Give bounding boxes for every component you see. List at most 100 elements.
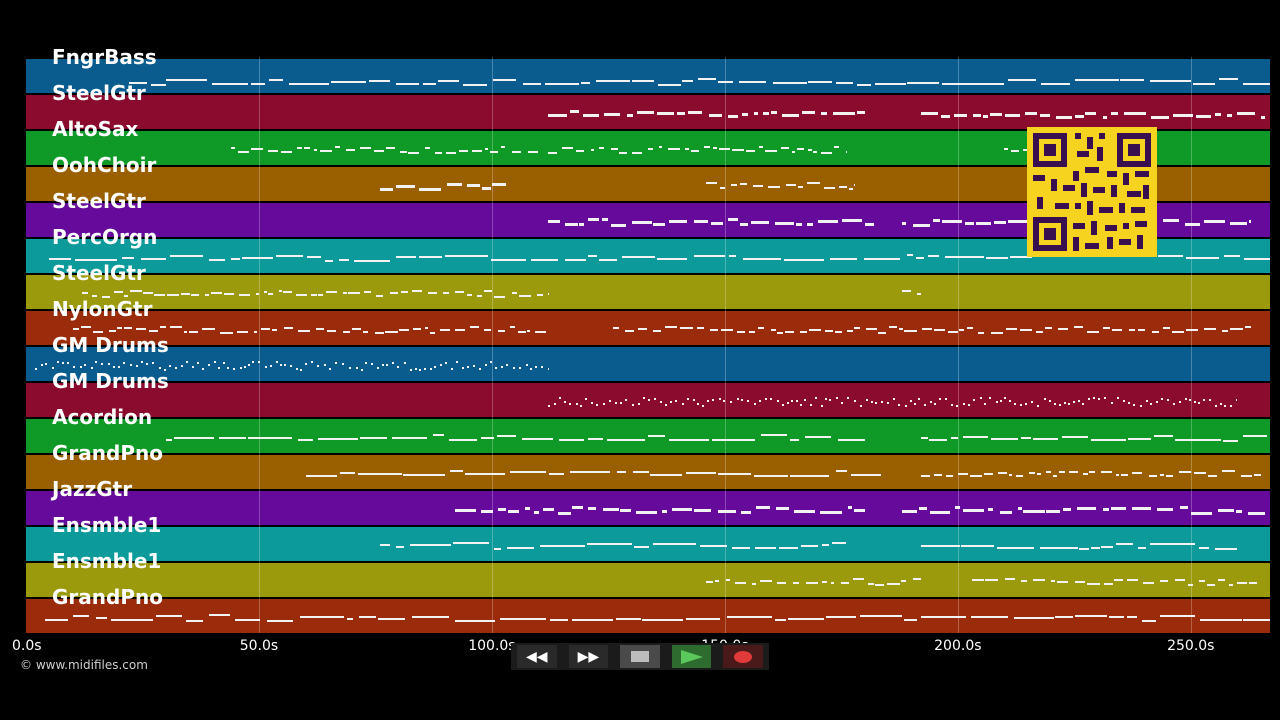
note	[1249, 220, 1252, 223]
track-lane[interactable]	[26, 419, 1270, 453]
fast-forward-button[interactable]: ▶▶	[568, 645, 609, 668]
note	[1150, 403, 1153, 405]
note	[727, 218, 738, 221]
note	[324, 364, 327, 366]
note	[325, 291, 337, 293]
note	[847, 506, 852, 509]
track-lane[interactable]	[26, 491, 1270, 525]
note	[564, 259, 586, 261]
note	[1193, 472, 1207, 474]
note	[686, 618, 721, 620]
note	[1062, 436, 1089, 438]
note	[469, 326, 480, 328]
note	[1102, 508, 1109, 511]
stop-button[interactable]	[620, 645, 660, 668]
track-lane[interactable]	[26, 527, 1270, 561]
note	[989, 397, 992, 399]
note	[1110, 402, 1113, 404]
note	[697, 403, 700, 405]
note	[747, 400, 750, 402]
note	[72, 328, 79, 330]
note	[167, 294, 180, 296]
note	[123, 362, 126, 364]
note	[1036, 473, 1042, 475]
note	[1179, 471, 1191, 473]
note	[875, 402, 878, 404]
note	[402, 474, 446, 476]
note	[424, 327, 429, 329]
note	[289, 365, 292, 367]
note	[395, 546, 405, 548]
note	[1160, 474, 1165, 476]
note	[732, 547, 751, 549]
note	[51, 367, 54, 369]
track-lane[interactable]	[26, 275, 1270, 309]
note	[859, 615, 903, 617]
play-button[interactable]	[671, 645, 712, 668]
note	[572, 506, 583, 509]
note	[1024, 112, 1037, 115]
note	[1240, 475, 1253, 477]
note	[92, 295, 98, 297]
note	[1230, 405, 1233, 407]
note	[1092, 397, 1095, 399]
note	[443, 292, 450, 294]
track-lane[interactable]	[26, 599, 1270, 633]
note	[1248, 582, 1258, 584]
note	[165, 79, 208, 81]
note	[1222, 470, 1236, 472]
note	[633, 546, 649, 548]
note	[328, 368, 331, 370]
rewind-button[interactable]: ◀◀	[517, 645, 557, 668]
note	[785, 184, 797, 186]
record-button[interactable]	[723, 645, 763, 668]
note	[1053, 403, 1056, 405]
track-label: SteelGtr	[52, 189, 146, 213]
track-lane[interactable]	[26, 563, 1270, 597]
note	[588, 218, 599, 221]
note	[854, 509, 865, 512]
note	[658, 146, 662, 148]
note	[767, 186, 781, 188]
note	[945, 398, 948, 400]
note	[212, 83, 248, 85]
note	[484, 329, 492, 331]
note	[360, 437, 388, 439]
track-lane[interactable]	[26, 311, 1270, 345]
note	[562, 147, 574, 149]
note	[752, 583, 757, 585]
track-lane[interactable]	[26, 95, 1270, 129]
note	[985, 579, 998, 581]
note	[995, 401, 998, 403]
note	[674, 400, 677, 402]
note	[1087, 398, 1090, 400]
note	[745, 150, 756, 152]
note	[983, 115, 988, 118]
note	[385, 364, 388, 366]
note	[188, 331, 199, 333]
note	[1077, 400, 1080, 402]
note	[358, 616, 376, 618]
note	[870, 401, 873, 403]
note	[1048, 400, 1051, 402]
note	[1243, 619, 1270, 621]
note	[944, 256, 985, 258]
track-lane[interactable]	[26, 59, 1270, 93]
note	[184, 331, 188, 333]
track-lane[interactable]	[26, 455, 1270, 489]
note	[847, 330, 853, 332]
note	[711, 439, 755, 441]
note	[1116, 397, 1119, 399]
note	[1150, 543, 1195, 545]
track-label: PercOrgn	[52, 225, 158, 249]
note	[576, 150, 585, 152]
track-lane[interactable]	[26, 347, 1270, 381]
note	[743, 258, 781, 260]
note	[619, 152, 627, 154]
track-lane[interactable]	[26, 383, 1270, 417]
note	[737, 331, 745, 333]
note	[455, 620, 496, 622]
note	[611, 224, 626, 227]
note	[631, 152, 643, 154]
note	[617, 471, 627, 473]
